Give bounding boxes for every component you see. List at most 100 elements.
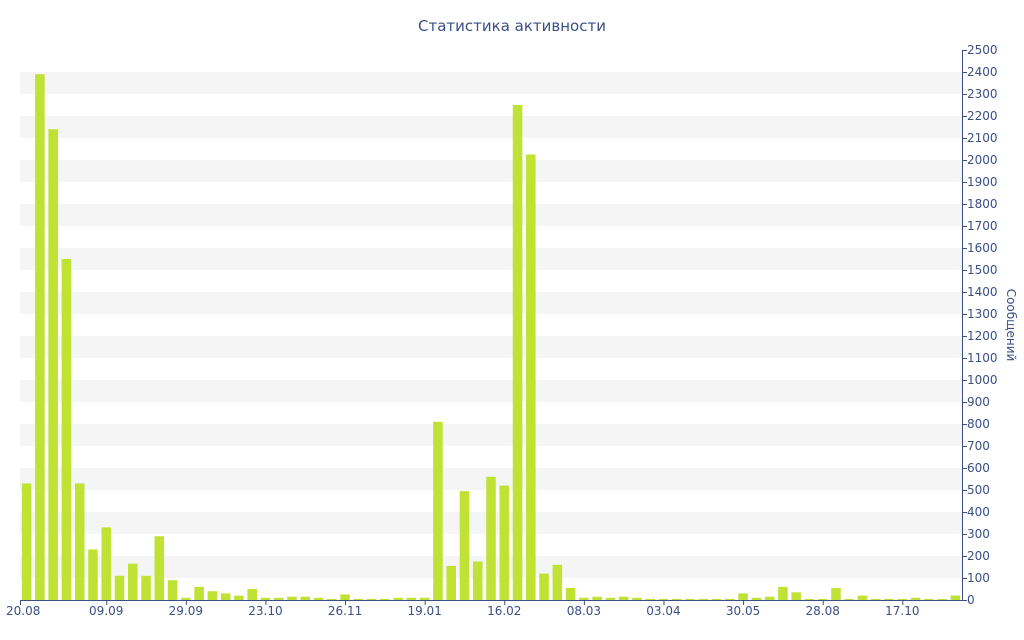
bar [512, 105, 523, 600]
x-axis-ticks: 20.08 09.09 29.09 23.10 26.11 19.01 16.02 08.03… [6, 600, 919, 618]
bar [579, 597, 589, 600]
y-tick-label: 200 [967, 549, 990, 563]
bar [141, 575, 151, 600]
bar [671, 598, 682, 600]
grid-band [20, 72, 962, 94]
bar [114, 575, 125, 600]
y-tick-label: 700 [967, 439, 990, 453]
x-tick-label: 08.03 [567, 604, 601, 618]
x-tick-label: 03.04 [646, 604, 680, 618]
grid-band [20, 424, 962, 446]
bar [632, 597, 642, 600]
bar [778, 586, 788, 600]
bar [924, 598, 934, 600]
x-tick-label: 28.08 [806, 604, 840, 618]
y-tick-label: 2300 [967, 87, 998, 101]
bar-series [21, 74, 961, 600]
grid-bands [20, 72, 962, 578]
bar [711, 598, 722, 600]
x-tick-label: 09.09 [89, 604, 123, 618]
bar [499, 485, 510, 600]
bar [194, 586, 204, 600]
y-axis-ticks: 0 100 200 300 400 500 600 700 800 900 1000 1100 1200… [962, 43, 998, 607]
y-tick-label: 1600 [967, 241, 998, 255]
x-tick-label: 16.02 [487, 604, 521, 618]
bar [154, 536, 165, 600]
y-tick-label: 2000 [967, 153, 998, 167]
bar [313, 597, 324, 600]
y-tick-label: 800 [967, 417, 990, 431]
bar [685, 598, 695, 600]
y-tick-label: 1100 [967, 351, 998, 365]
x-tick-label: 23.10 [248, 604, 282, 618]
bar [605, 597, 616, 600]
bar [300, 596, 311, 600]
grid-band [20, 292, 962, 314]
bar [327, 598, 337, 600]
y-tick-label: 1400 [967, 285, 998, 299]
grid-band [20, 204, 962, 226]
bar [844, 598, 855, 600]
y-tick-label: 2400 [967, 65, 998, 79]
bar [459, 491, 470, 600]
grid-band [20, 336, 962, 358]
bar [658, 598, 669, 600]
bar [764, 596, 775, 600]
bar [406, 597, 417, 600]
y-tick-label: 2100 [967, 131, 998, 145]
bar [937, 598, 947, 600]
bar [565, 587, 576, 600]
y-tick-label: 1200 [967, 329, 998, 343]
y-tick-label: 900 [967, 395, 990, 409]
bar [35, 74, 45, 600]
bar [353, 598, 364, 600]
x-tick-label: 17.10 [885, 604, 919, 618]
bar [910, 597, 921, 600]
bar [181, 597, 191, 600]
bar [870, 598, 881, 600]
bar [127, 563, 138, 600]
x-tick-label: 26.11 [328, 604, 362, 618]
y-tick-label: 2500 [967, 43, 998, 57]
bar [645, 598, 655, 600]
grid-band [20, 248, 962, 270]
grid-band [20, 160, 962, 182]
x-tick-label: 30.05 [726, 604, 760, 618]
bar [74, 483, 85, 600]
bar [88, 549, 98, 600]
bar [393, 597, 403, 600]
x-tick-label: 20.08 [6, 604, 40, 618]
bar [831, 587, 841, 600]
bar [207, 591, 218, 600]
grid-band [20, 380, 962, 402]
bar [698, 598, 709, 600]
bar [897, 598, 908, 600]
bar [220, 593, 231, 600]
x-tick-label: 19.01 [407, 604, 441, 618]
grid-band [20, 116, 962, 138]
y-tick-label: 600 [967, 461, 990, 475]
bar [380, 598, 390, 600]
bar [592, 596, 602, 600]
axes [20, 50, 965, 601]
y-tick-label: 2200 [967, 109, 998, 123]
bar [419, 597, 430, 600]
bar [884, 598, 894, 600]
bar [791, 592, 801, 600]
bar [273, 597, 284, 600]
bar [101, 527, 112, 600]
y-tick-label: 1800 [967, 197, 998, 211]
bar [287, 596, 297, 600]
bar [751, 597, 762, 600]
bar [539, 573, 549, 600]
x-tick-label: 29.09 [169, 604, 203, 618]
bar [738, 593, 748, 600]
bar [247, 589, 257, 600]
bar [340, 594, 350, 600]
bar [472, 561, 483, 600]
bar [486, 476, 496, 600]
bar [526, 154, 536, 600]
y-tick-label: 1000 [967, 373, 998, 387]
chart-title: Статистика активности [418, 17, 606, 35]
